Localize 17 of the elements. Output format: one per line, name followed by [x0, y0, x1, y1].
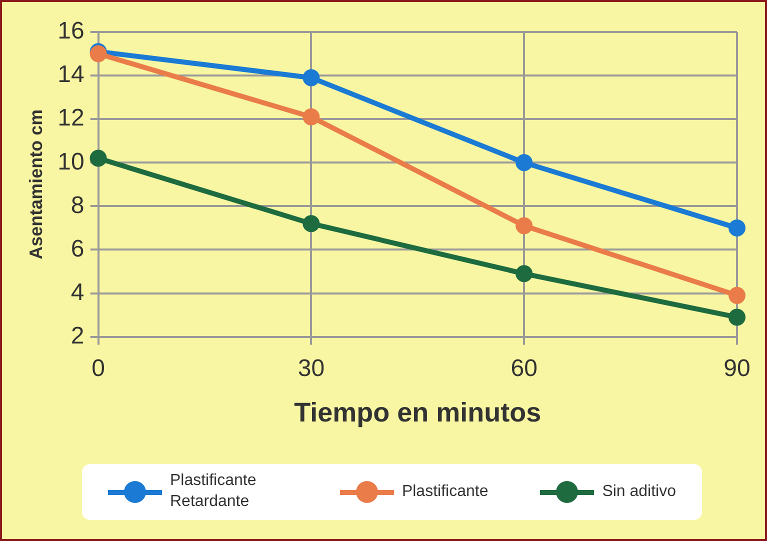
y-tick-label: 6	[70, 235, 84, 262]
legend-label: Sin aditivo	[602, 482, 676, 502]
legend-label: Plastificante Retardante	[170, 471, 258, 512]
y-axis-title: Asentamiento cm	[26, 109, 46, 260]
x-tick-label: 30	[298, 354, 325, 382]
x-tick-label: 60	[510, 354, 538, 382]
x-tick-label: 0	[92, 354, 105, 382]
x-tick-label: 90	[724, 354, 750, 382]
y-tick-label: 14	[58, 61, 84, 88]
y-tick-label: 8	[70, 192, 84, 219]
y-tick-label: 4	[70, 278, 84, 306]
y-tick-label: 12	[58, 104, 84, 132]
y-tick-label: 10	[58, 148, 84, 176]
y-tick-label: 2	[70, 322, 84, 350]
y-tick-label: 16	[58, 18, 84, 45]
legend-label: Plastificante	[402, 482, 488, 502]
x-axis-title: Tiempo en minutos	[294, 397, 542, 428]
